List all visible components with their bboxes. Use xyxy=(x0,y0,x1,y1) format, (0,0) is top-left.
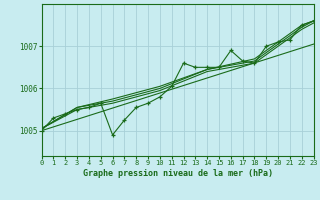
X-axis label: Graphe pression niveau de la mer (hPa): Graphe pression niveau de la mer (hPa) xyxy=(83,169,273,178)
